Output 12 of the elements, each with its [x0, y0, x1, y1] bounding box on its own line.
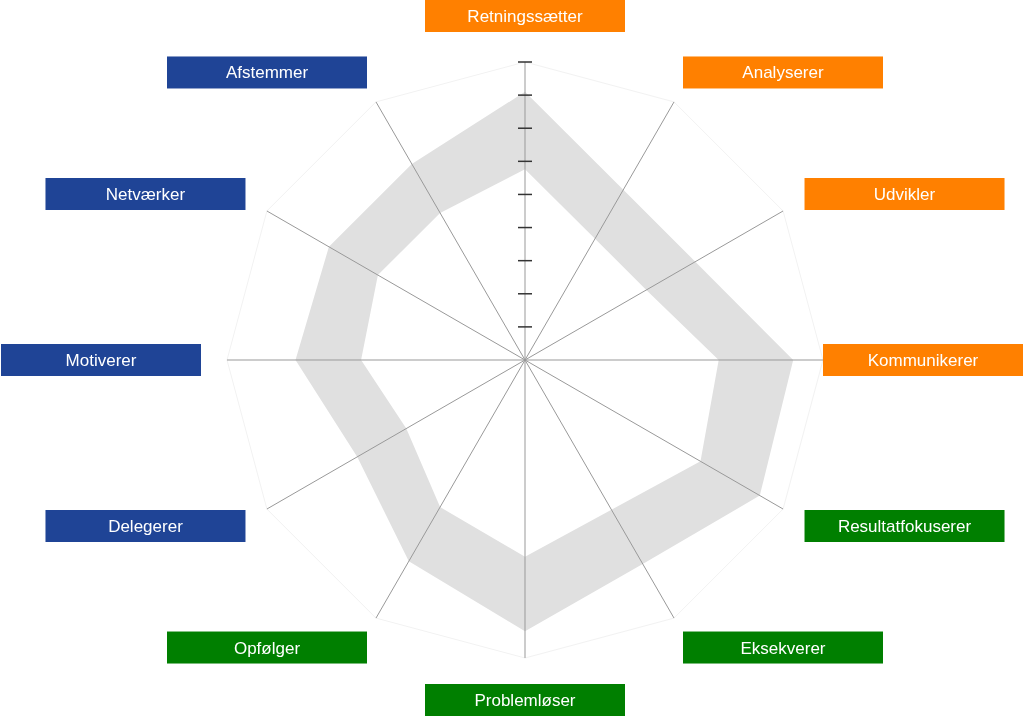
spoke-label: Resultatfokuserer	[837, 517, 972, 536]
spoke-label: Kommunikerer	[867, 351, 979, 370]
spoke-label: Retningssætter	[467, 7, 583, 26]
spoke-label: Eksekverer	[740, 638, 826, 658]
spoke-label: Netværker	[105, 185, 186, 204]
spoke-label: Opfølger	[233, 638, 301, 658]
spoke-label: Analyserer	[742, 63, 824, 83]
spoke-label: Afstemmer	[225, 63, 309, 83]
spoke-label: Problemløser	[474, 691, 576, 710]
spoke-label: Motiverer	[65, 351, 137, 370]
spoke-label: Udvikler	[873, 185, 936, 204]
spoke-label: Delegerer	[108, 517, 184, 536]
